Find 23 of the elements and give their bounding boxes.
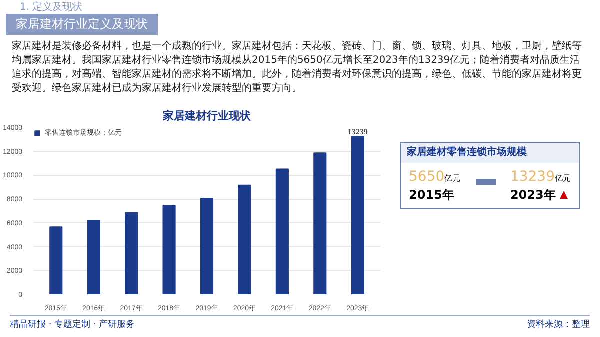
text: 家居建材是装修必备材料，也是一个成熟的行业。家居建材包括：天花板、瓷砖、门、窗、锁、玻璃、灯具、地板，卫厨，壁纸等均属家居建材。我国家居建材行业零售连锁市场规模从2015年的5650亿元增长至2023年的13239亿元；随着消费者对品质生活追求的提高，对高端、智能家居建材的需求将不断增加。此外，随着消费者对环保意识的提高，绿色、低碳、节能的家居建材将更受欢迎。绿色家居建材已成为家居建材行业发展转型的重要方向。 — [11, 40, 583, 96]
text: 5650 — [409, 169, 445, 186]
bar — [238, 184, 252, 294]
bar — [50, 226, 63, 294]
text: 2023年 — [510, 187, 557, 204]
bar — [125, 212, 138, 294]
text: 资料来源：整理 — [527, 319, 590, 332]
bar — [200, 198, 214, 294]
text: 13239 — [510, 169, 555, 186]
text: 家居建材行业定义及现状 — [6, 14, 158, 36]
data-label: 13239 — [348, 128, 368, 137]
text: 2015年 — [409, 187, 456, 204]
text: 1. 定义及现状 — [19, 0, 84, 14]
bar — [87, 220, 100, 294]
bar — [162, 205, 176, 294]
text: 亿元 — [555, 174, 571, 184]
chart-title: 家居建材行业现状 — [162, 110, 252, 122]
text: 亿元 — [444, 174, 461, 184]
bar — [351, 136, 364, 294]
text: 精品研报 · 专题定制 · 产研服务 — [10, 320, 136, 330]
text: 家居建材零售连锁市场规模 — [401, 143, 579, 164]
bar — [314, 152, 327, 294]
bar — [276, 168, 289, 294]
